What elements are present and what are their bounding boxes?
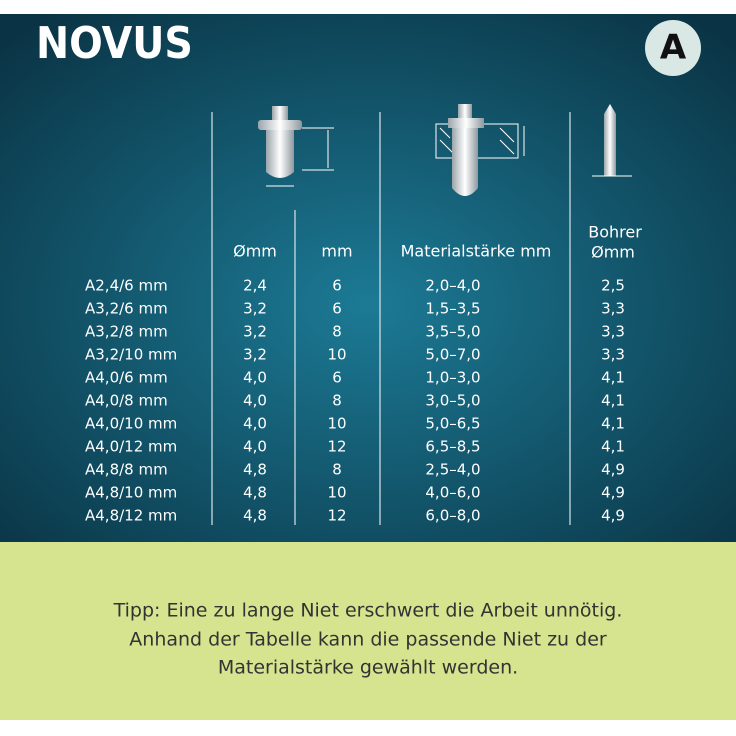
column-header: mm — [321, 242, 352, 261]
tip-line: Anhand der Tabelle kann die passende Nie… — [129, 629, 607, 651]
table-cell: 10 — [327, 346, 346, 364]
row-label: A4,8/12 mm — [85, 507, 177, 525]
table-cell: 4,1 — [601, 415, 625, 433]
table-cell: 4,8 — [243, 461, 267, 479]
tip-line: Materialstärke gewählt werden. — [218, 657, 518, 679]
table-cell: 4,8 — [243, 484, 267, 502]
table-cell: 2,0–4,0 — [425, 277, 480, 295]
table-cell: 4,9 — [601, 507, 625, 525]
column-header: Ømm — [233, 242, 277, 261]
table-cell: 3,3 — [601, 346, 625, 364]
table-cell: 3,5–5,0 — [425, 323, 480, 341]
table-cell: 6 — [332, 369, 342, 387]
table-cell: 4,0 — [243, 438, 267, 456]
table-body: A2,4/6 mm 2,4 6 2,0–4,0 2,5 A3,2/6 mm 3,2 6 1,5–… — [85, 277, 625, 525]
drill-icon — [592, 104, 632, 177]
rivet-icon — [258, 106, 334, 187]
row-label: A4,8/8 mm — [85, 461, 168, 479]
row-label: A3,2/8 mm — [85, 323, 168, 341]
table-cell: 4,1 — [601, 392, 625, 410]
table-cell: 3,2 — [243, 346, 267, 364]
table-cell: 5,0–6,5 — [425, 415, 480, 433]
table-cell: 4,0 — [243, 415, 267, 433]
table-cell: 6 — [332, 277, 342, 295]
row-label: A3,2/6 mm — [85, 300, 168, 318]
separators — [211, 112, 571, 525]
row-label: A3,2/10 mm — [85, 346, 177, 364]
column-header: Materialstärke mm — [401, 242, 552, 261]
table-cell: 1,0–3,0 — [425, 369, 480, 387]
material-icon — [435, 104, 525, 196]
table-cell: 3,2 — [243, 300, 267, 318]
brand: NOVUS — [36, 18, 193, 69]
table-cell: 3,3 — [601, 300, 625, 318]
row-label: A2,4/6 mm — [85, 277, 168, 295]
table-panel — [0, 14, 736, 542]
tip-panel — [0, 542, 736, 720]
table-cell: 4,0 — [243, 369, 267, 387]
table-cell: 4,1 — [601, 369, 625, 387]
table-cell: 4,9 — [601, 461, 625, 479]
table-cell: 6,0–8,0 — [425, 507, 480, 525]
table-cell: 4,0–6,0 — [425, 484, 480, 502]
table-cell: 4,0 — [243, 392, 267, 410]
column-header: Bohrer — [588, 223, 642, 242]
table-cell: 8 — [332, 323, 342, 341]
table-cell: 6,5–8,5 — [425, 438, 480, 456]
table-cell: 3,0–5,0 — [425, 392, 480, 410]
column-header: Ømm — [591, 243, 635, 262]
row-label: A4,0/8 mm — [85, 392, 168, 410]
badge: A — [660, 28, 687, 68]
table-cell: 4,8 — [243, 507, 267, 525]
table-cell: 5,0–7,0 — [425, 346, 480, 364]
table-cell: 12 — [327, 438, 346, 456]
table-cell: 3,3 — [601, 323, 625, 341]
table-cell: 12 — [327, 507, 346, 525]
tip-line: Tipp: Eine zu lange Niet erschwert die A… — [113, 600, 623, 622]
row-label: A4,0/10 mm — [85, 415, 177, 433]
row-label: A4,8/10 mm — [85, 484, 177, 502]
table-cell: 2,4 — [243, 277, 267, 295]
table-cell: 8 — [332, 392, 342, 410]
table-cell: 6 — [332, 300, 342, 318]
table-cell: 3,2 — [243, 323, 267, 341]
table-cell: 2,5–4,0 — [425, 461, 480, 479]
table-cell: 1,5–3,5 — [425, 300, 480, 318]
row-label: A4,0/6 mm — [85, 369, 168, 387]
table-cell: 4,9 — [601, 484, 625, 502]
table-cell: 2,5 — [601, 277, 625, 295]
table-cell: 4,1 — [601, 438, 625, 456]
badge-circle — [645, 20, 701, 76]
table-cell: 10 — [327, 484, 346, 502]
table-cell: 8 — [332, 461, 342, 479]
table-cell: 10 — [327, 415, 346, 433]
row-label: A4,0/12 mm — [85, 438, 177, 456]
